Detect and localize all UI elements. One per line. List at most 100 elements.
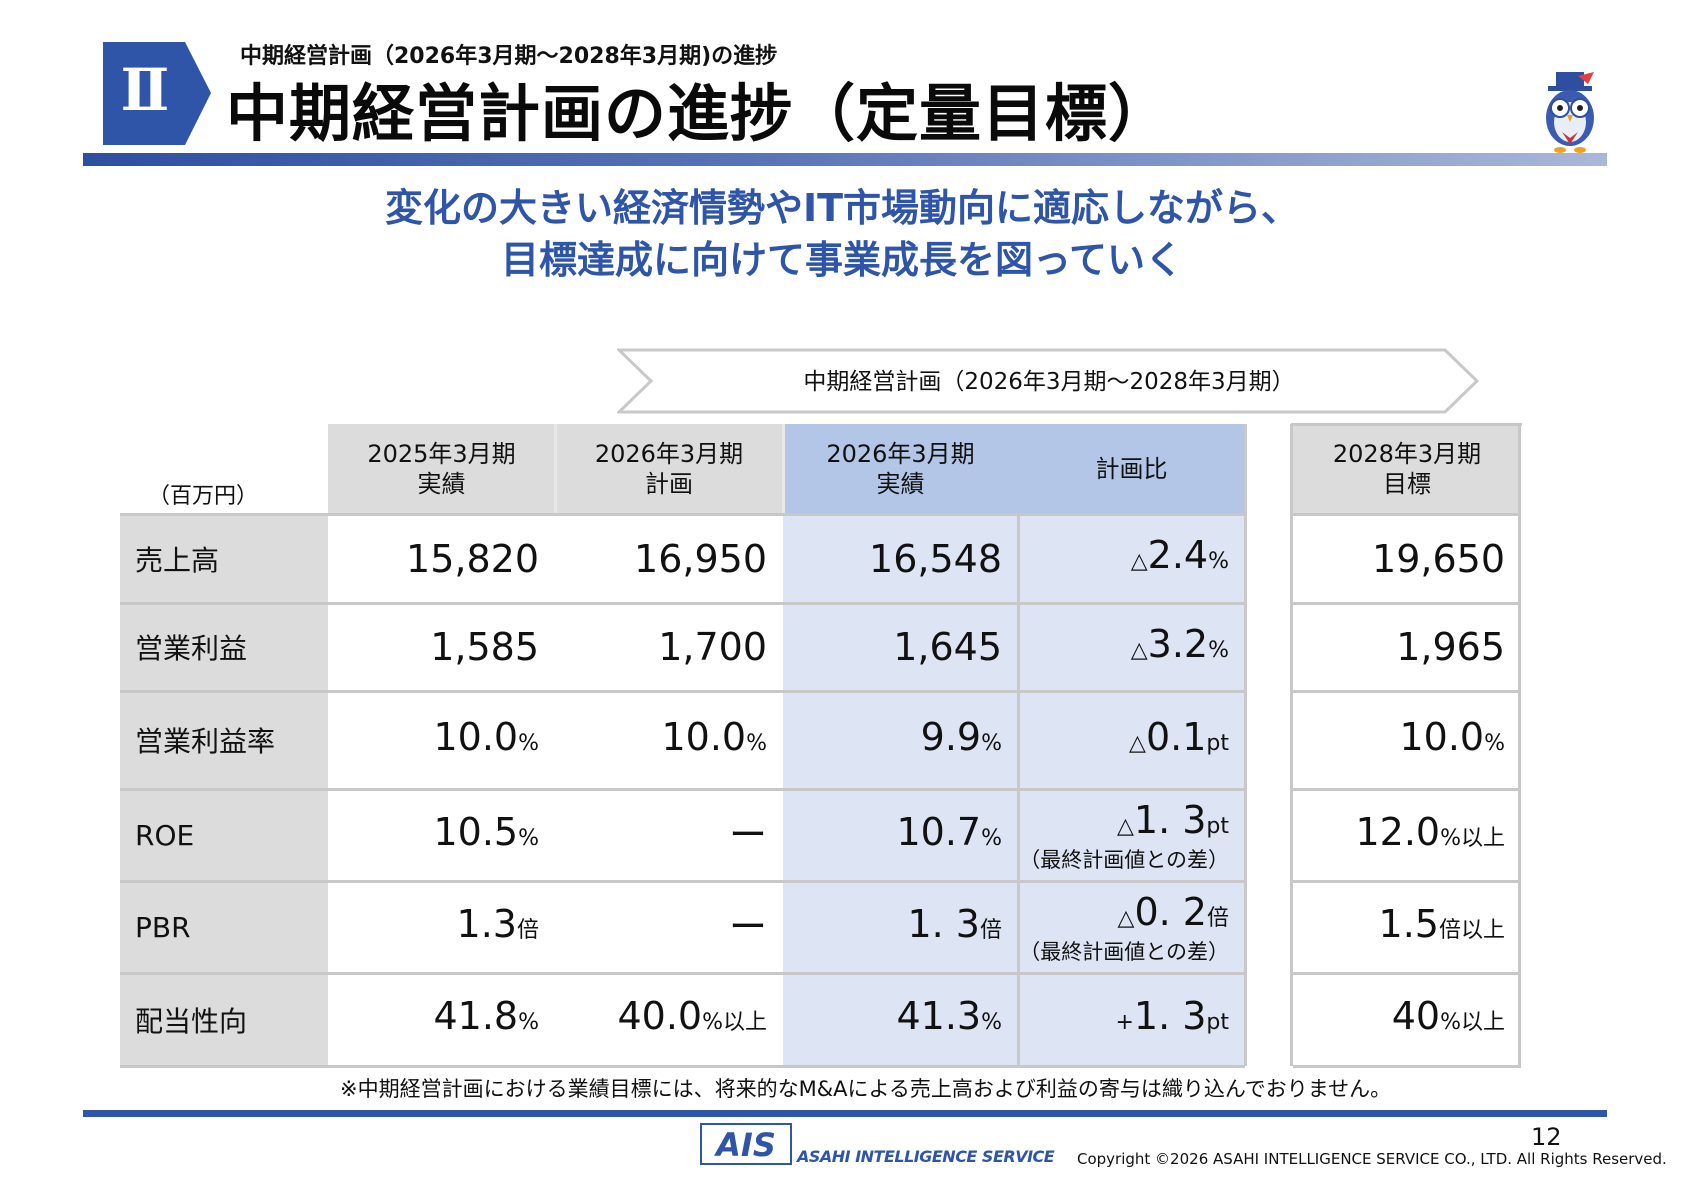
column-header: 2026年3月期 計画 xyxy=(555,424,783,514)
table-cell: 10.0% xyxy=(555,691,783,789)
value-unit: 倍以上 xyxy=(1438,917,1505,943)
cell-value: 1,700 xyxy=(658,626,767,668)
cell-value: 40%以上 xyxy=(1392,995,1505,1044)
value-unit: 倍 xyxy=(1206,905,1229,931)
section-badge: Ⅱ xyxy=(103,42,211,145)
value-unit: % xyxy=(518,730,539,756)
table-cell: 1. 3倍 xyxy=(783,881,1018,973)
row-label: 配当性向 xyxy=(120,973,328,1066)
company-tagline: ASAHI INTELLIGENCE SERVICE xyxy=(797,1147,1055,1166)
cell-value: 10.0% xyxy=(433,716,539,765)
ais-logo-text: AIS xyxy=(713,1126,776,1164)
column-header-line1: 2026年3月期 xyxy=(594,440,744,468)
cell-value: 1,585 xyxy=(430,626,539,668)
table-cell: 10.0% xyxy=(1293,691,1521,789)
table-cell: 16,548 xyxy=(783,514,1018,603)
column-header: 計画比 xyxy=(1018,424,1245,514)
column-divider xyxy=(782,424,785,514)
cell-value: 10.0% xyxy=(661,716,767,765)
cell-value: 40.0%以上 xyxy=(617,995,767,1044)
value-number: 10.5 xyxy=(433,809,519,854)
cell-value: 1.3倍 xyxy=(457,903,539,952)
row-divider xyxy=(1293,690,1521,693)
column-header-line2: 目標 xyxy=(1383,470,1431,498)
table-cell: 1.5倍以上 xyxy=(1293,881,1521,973)
table-cell: 1,585 xyxy=(328,603,555,691)
value-number: 10.0 xyxy=(433,714,519,759)
cell-value: △2.4% xyxy=(1131,534,1229,583)
row-label: 営業利益 xyxy=(120,603,328,691)
copyright: Copyright ©2026 ASAHI INTELLIGENCE SERVI… xyxy=(1077,1150,1667,1168)
row-divider xyxy=(120,602,1245,605)
column-divider xyxy=(1290,424,1293,1066)
table-cell: 1,645 xyxy=(783,603,1018,691)
ais-logo: AIS xyxy=(700,1123,792,1165)
table-cell: 1.3倍 xyxy=(328,881,555,973)
footnote: ※中期経営計画における業績目標には、将来的なM&Aによる売上高および利益の寄与は… xyxy=(340,1077,1392,1101)
cell-value: △1. 3pt xyxy=(1117,799,1229,848)
cell-value: 15,820 xyxy=(406,538,539,580)
table-cell: △0. 2倍 （最終計画値との差） xyxy=(1018,881,1245,973)
footer-rule xyxy=(83,1110,1607,1117)
table-cell: 16,950 xyxy=(555,514,783,603)
table-border xyxy=(120,513,328,516)
cell-value: +1. 3pt xyxy=(1115,995,1229,1044)
cell-value: 9.9% xyxy=(921,716,1002,765)
table-cell: 40.0%以上 xyxy=(555,973,783,1066)
cell-value: 10.7% xyxy=(896,811,1002,860)
value-number: 16,548 xyxy=(869,536,1002,581)
table-cell: 40%以上 xyxy=(1293,973,1521,1066)
table-cell: 10.5% xyxy=(328,789,555,881)
cell-value: △0.1pt xyxy=(1129,716,1229,765)
cell-value: △3.2% xyxy=(1131,623,1229,672)
value-number: 1,700 xyxy=(658,625,767,669)
value-number: 10.0 xyxy=(1399,714,1485,759)
row-label: ROE xyxy=(120,789,328,881)
value-number: 40.0 xyxy=(617,994,703,1038)
table-cell: 10.0% xyxy=(328,691,555,789)
cell-value: 16,548 xyxy=(869,538,1002,580)
row-divider xyxy=(120,880,1245,883)
cell-value: 41.3% xyxy=(896,995,1002,1044)
table-cell: 12.0%以上 xyxy=(1293,789,1521,881)
row-divider xyxy=(120,972,1245,975)
value-number: 19,650 xyxy=(1372,536,1505,581)
table-cell: 19,650 xyxy=(1293,514,1521,603)
value-unit: % xyxy=(746,730,767,756)
row-label: 売上高 xyxy=(120,514,328,603)
sign-prefix: △ xyxy=(1116,813,1134,839)
value-unit: % xyxy=(518,825,539,851)
key-message-line1: 変化の大きい経済情勢やIT市場動向に適応しながら、 xyxy=(384,186,1300,230)
value-number: 0.1 xyxy=(1145,714,1207,759)
table-cell: ー xyxy=(555,789,783,881)
value-number: 12.0 xyxy=(1355,809,1441,854)
value-number: 41.3 xyxy=(896,994,982,1038)
value-unit: % xyxy=(1208,637,1229,663)
cell-value: 19,650 xyxy=(1372,538,1505,580)
cell-value: △0. 2倍 xyxy=(1118,891,1229,940)
table-cell: +1. 3pt xyxy=(1018,973,1245,1066)
table-cell: △1. 3pt （最終計画値との差） xyxy=(1018,789,1245,881)
cell-value: 1,645 xyxy=(893,626,1002,668)
sign-prefix: △ xyxy=(1130,549,1148,574)
value-number: 2.4 xyxy=(1147,533,1209,577)
value-unit: % xyxy=(981,730,1002,756)
table-cell: 1,965 xyxy=(1293,603,1521,691)
table-cell: 9.9% xyxy=(783,691,1018,789)
row-divider xyxy=(120,513,1245,516)
key-message-line2: 目標達成に向けて事業成長を図っていく xyxy=(500,238,1184,282)
column-header-line1: 2028年3月期 xyxy=(1332,440,1482,468)
value-number: 10.0 xyxy=(661,714,747,759)
row-divider xyxy=(1293,880,1521,883)
value-number: 1. 3 xyxy=(1133,797,1207,842)
row-divider xyxy=(1293,513,1521,516)
owl-mascot-icon xyxy=(1546,72,1594,153)
key-message: 変化の大きい経済情勢やIT市場動向に適応しながら、 目標達成に向けて事業成長を図… xyxy=(0,182,1684,286)
sign-prefix: △ xyxy=(1129,730,1146,756)
value-unit: % xyxy=(518,1010,539,1035)
value-number: 40 xyxy=(1391,994,1441,1038)
value-number: ー xyxy=(728,813,767,857)
column-header: 2028年3月期 目標 xyxy=(1293,424,1521,514)
value-number: 16,950 xyxy=(634,536,767,581)
cell-note: （最終計画値との差） xyxy=(1019,939,1229,964)
